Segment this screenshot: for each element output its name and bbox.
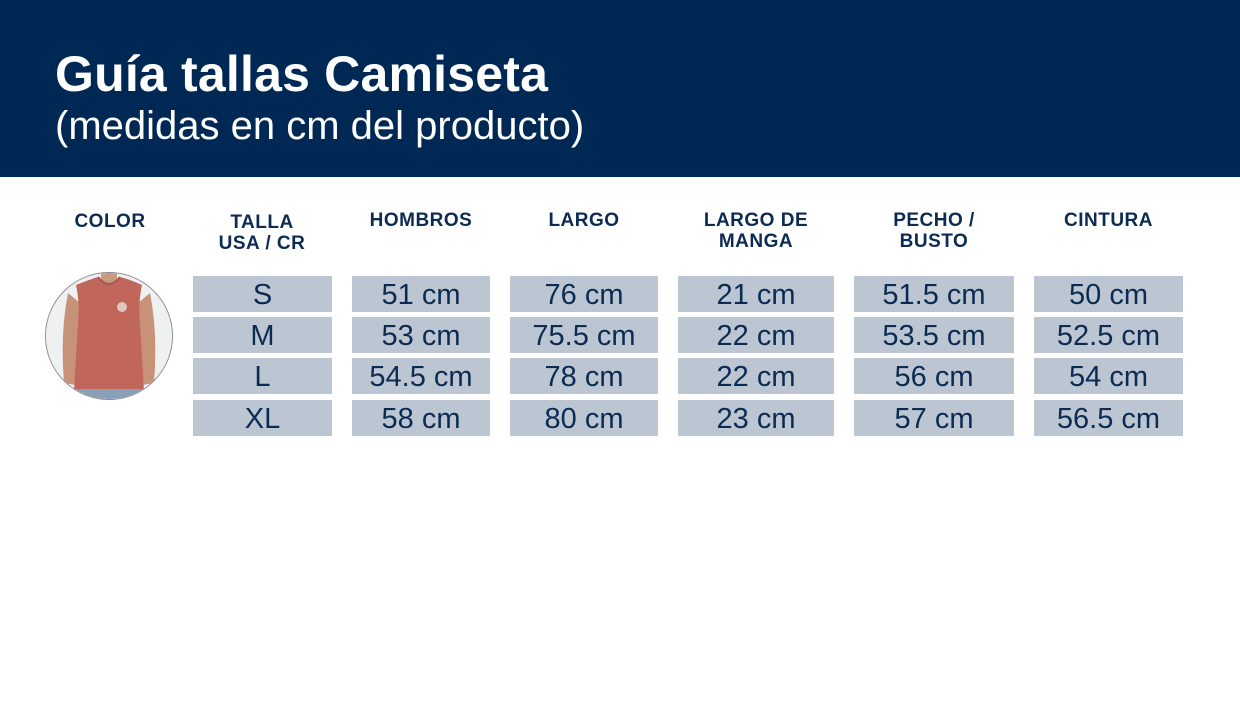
cell-pecho-m: 53.5 cm bbox=[854, 317, 1014, 353]
cell-cintura-m: 52.5 cm bbox=[1034, 317, 1183, 353]
col-header-cintura: CINTURA bbox=[1064, 210, 1153, 231]
col-header-talla: TALLA USA / CR bbox=[218, 212, 306, 254]
cell-talla-s: S bbox=[193, 276, 332, 312]
page-title: Guía tallas Camiseta bbox=[55, 46, 549, 102]
cell-talla-xl: XL bbox=[193, 400, 332, 436]
cell-talla-l: L bbox=[193, 358, 332, 394]
cell-pecho-l: 56 cm bbox=[854, 358, 1014, 394]
page-subtitle: (medidas en cm del producto) bbox=[55, 104, 585, 148]
cell-largo-m: 75.5 cm bbox=[510, 317, 658, 353]
cell-largo-l: 78 cm bbox=[510, 358, 658, 394]
cell-pecho-s: 51.5 cm bbox=[854, 276, 1014, 312]
sleeveless-shirt-photo bbox=[45, 272, 173, 400]
cell-hombros-m: 53 cm bbox=[352, 317, 490, 353]
col-header-color: COLOR bbox=[74, 211, 146, 232]
cell-cintura-xl: 56.5 cm bbox=[1034, 400, 1183, 436]
col-header-pecho-busto: PECHO / BUSTO bbox=[893, 210, 975, 252]
cell-manga-s: 21 cm bbox=[678, 276, 834, 312]
col-header-largo: LARGO bbox=[548, 210, 620, 231]
cell-hombros-s: 51 cm bbox=[352, 276, 490, 312]
cell-largo-xl: 80 cm bbox=[510, 400, 658, 436]
cell-talla-m: M bbox=[193, 317, 332, 353]
cell-cintura-s: 50 cm bbox=[1034, 276, 1183, 312]
col-header-largo-manga: LARGO DE MANGA bbox=[703, 210, 809, 252]
product-image bbox=[46, 273, 172, 399]
cell-hombros-xl: 58 cm bbox=[352, 400, 490, 436]
header-banner: Guía tallas Camiseta (medidas en cm del … bbox=[0, 0, 1240, 177]
cell-manga-l: 22 cm bbox=[678, 358, 834, 394]
cell-hombros-l: 54.5 cm bbox=[352, 358, 490, 394]
cell-largo-s: 76 cm bbox=[510, 276, 658, 312]
cell-pecho-xl: 57 cm bbox=[854, 400, 1014, 436]
cell-cintura-l: 54 cm bbox=[1034, 358, 1183, 394]
col-header-hombros: HOMBROS bbox=[369, 210, 473, 231]
cell-manga-xl: 23 cm bbox=[678, 400, 834, 436]
cell-manga-m: 22 cm bbox=[678, 317, 834, 353]
